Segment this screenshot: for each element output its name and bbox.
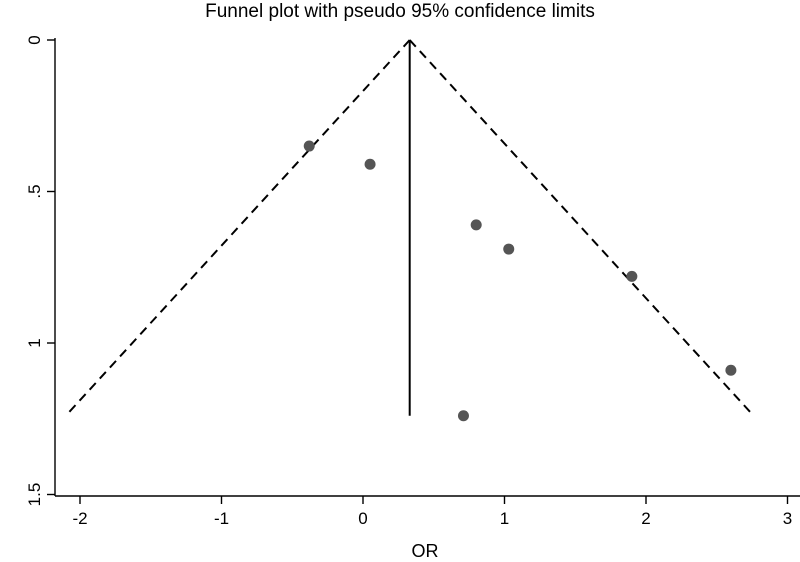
x-tick-label: -1: [214, 509, 229, 528]
study-points: [303, 140, 737, 422]
funnel-limits: [65, 39, 755, 417]
x-tick-label: -2: [72, 509, 87, 528]
y-tick-label: 1: [25, 338, 44, 347]
axes: -2 -1 0 1 2 3 0 .5 1 1.5: [25, 35, 800, 528]
study-point: [364, 158, 376, 170]
chart-title: Funnel plot with pseudo 95% confidence l…: [205, 1, 595, 22]
lower-confidence-limit: [65, 39, 411, 417]
x-tick-label: 0: [358, 509, 367, 528]
study-point: [303, 140, 315, 152]
study-point: [725, 364, 737, 376]
study-point: [503, 243, 515, 255]
study-point: [470, 219, 482, 231]
study-point: [626, 270, 638, 282]
x-tick-label: 3: [783, 509, 792, 528]
upper-confidence-limit: [408, 39, 755, 417]
y-tick-label: 0: [25, 35, 44, 44]
y-tick-label: .5: [25, 184, 44, 198]
x-tick-label: 1: [500, 509, 509, 528]
x-axis-title: OR: [412, 541, 439, 561]
y-tick-label: 1.5: [25, 483, 44, 507]
study-point: [457, 410, 469, 422]
x-tick-label: 2: [641, 509, 650, 528]
